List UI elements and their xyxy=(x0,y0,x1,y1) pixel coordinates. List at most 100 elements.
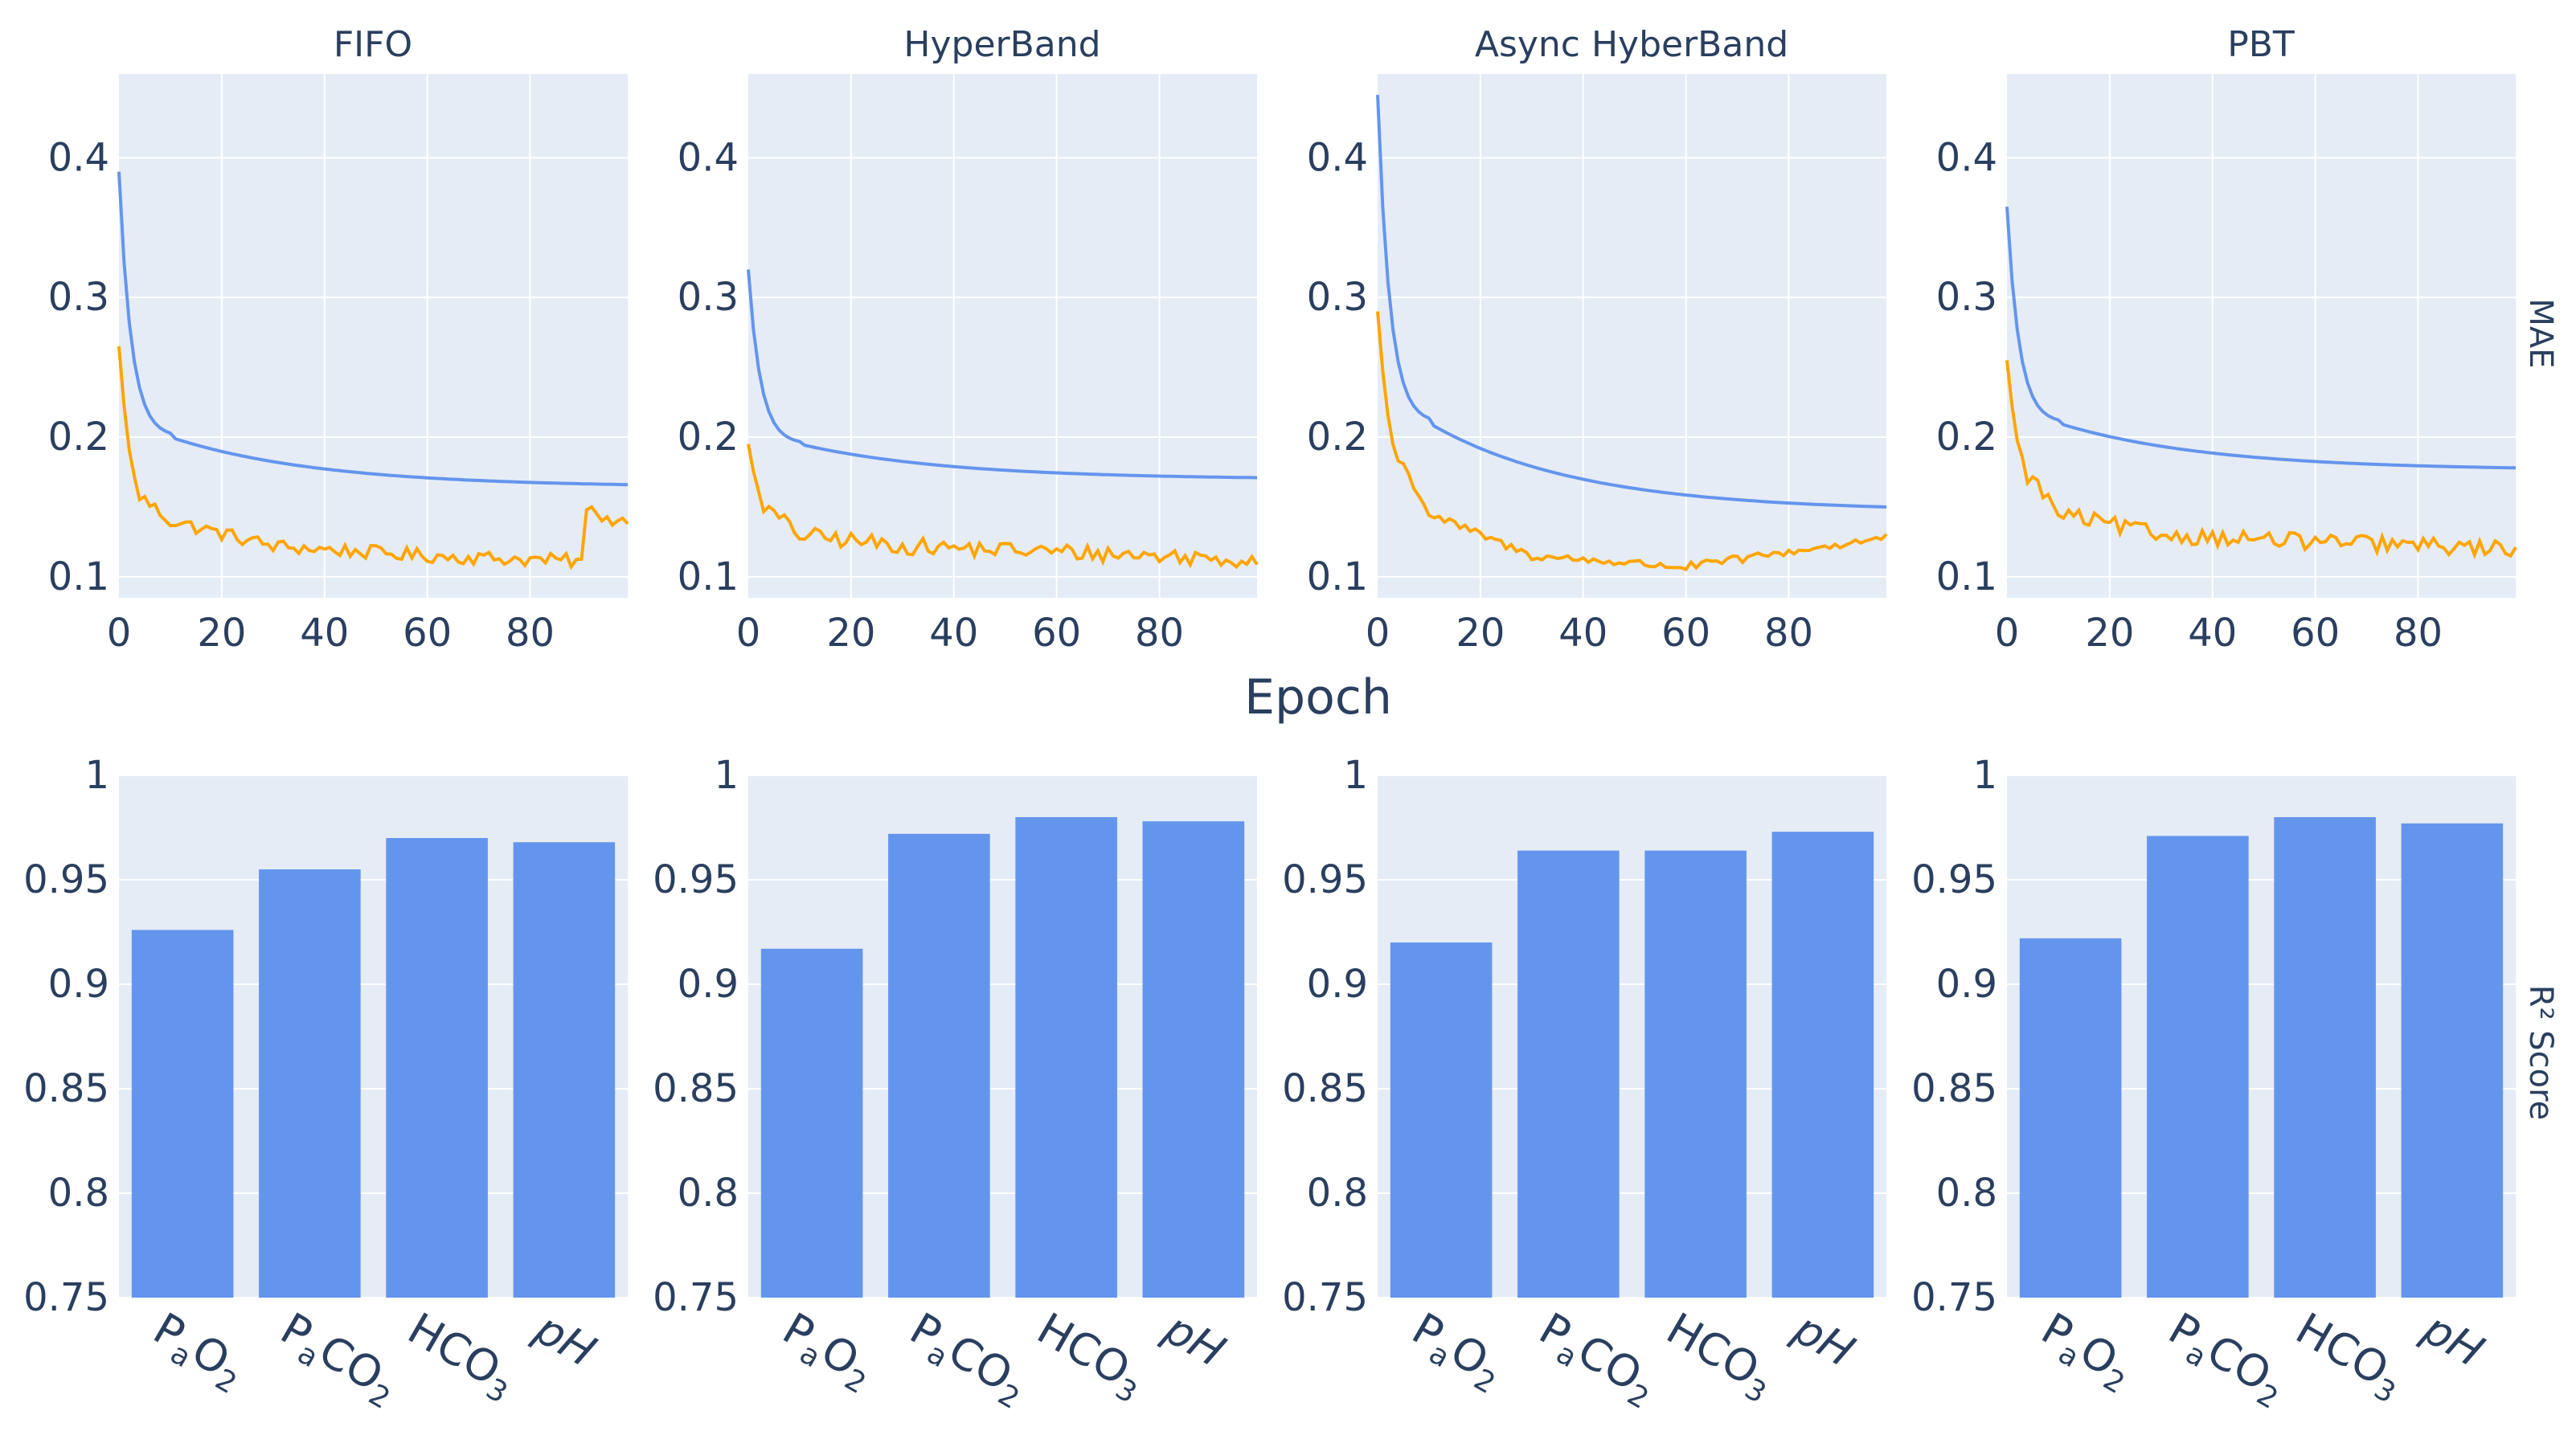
mae-x-tick-label: 40 xyxy=(300,611,349,656)
panel-2: 0 20 40 60 80 0.1 0.2 0.3 0.4 0.75 0.8 0.85 0.9 0.95 1… xyxy=(1282,74,1888,1416)
r2-y-tick-label: 0.95 xyxy=(1911,857,1997,902)
r2-y-tick-label: 0.75 xyxy=(23,1275,109,1320)
panel-1: 0 20 40 60 80 0.1 0.2 0.3 0.4 0.75 0.8 0.85 0.9 0.95 1… xyxy=(653,74,1259,1416)
r2-category-label: HCO3 xyxy=(396,1303,525,1410)
mae-y-tick-label: 0.3 xyxy=(48,275,109,320)
r2-y-tick-label: 0.8 xyxy=(1936,1171,1997,1216)
mae-x-tick-label: 80 xyxy=(1764,611,1813,656)
r2-category-label: PaO2 xyxy=(772,1303,883,1401)
r2-y-tick-label: 0.9 xyxy=(678,962,739,1007)
panel-title-2: Async HyberBand xyxy=(1475,24,1788,65)
mae-plot-area xyxy=(2007,74,2516,598)
r2-y-tick-label: 0.85 xyxy=(1911,1066,1997,1111)
r2-bar xyxy=(1517,850,1620,1298)
r2-bar xyxy=(1390,942,1493,1298)
mae-y-tick-label: 0.4 xyxy=(48,135,109,180)
mae-train-line xyxy=(747,269,1258,480)
mae-val-line xyxy=(2005,360,2517,560)
r2-category-label: HCO3 xyxy=(1655,1303,1784,1410)
r2-y-tick-label: 0.75 xyxy=(653,1275,739,1320)
r2-y-tick-label: 0.9 xyxy=(1936,962,1997,1007)
mae-x-tick-label: 80 xyxy=(1135,611,1184,656)
r2-y-tick-label: 1 xyxy=(1343,753,1368,798)
mae-x-tick-label: 60 xyxy=(2291,611,2340,656)
panel-title-0: FIFO xyxy=(334,24,412,65)
mae-y-tick-label: 0.2 xyxy=(48,415,109,460)
mae-y-tick-label: 0.4 xyxy=(1936,135,1997,180)
r2-y-tick-label: 0.9 xyxy=(1307,962,1368,1007)
mae-y-tick-label: 0.1 xyxy=(48,554,109,599)
r2-category-label: PaCO2 xyxy=(2157,1303,2295,1416)
r2-y-tick-label: 0.95 xyxy=(653,857,739,902)
r2-y-tick-label: 1 xyxy=(1972,753,1997,798)
mae-x-tick-label: 80 xyxy=(506,611,555,656)
r2-category-label: PaCO2 xyxy=(1528,1303,1666,1416)
mae-x-tick-label: 20 xyxy=(197,611,246,656)
mae-y-tick-label: 0.1 xyxy=(678,554,739,599)
mae-x-tick-label: 0 xyxy=(1995,611,2020,656)
mae-x-tick-label: 40 xyxy=(929,611,978,656)
mae-y-tick-label: 0.2 xyxy=(1936,415,1997,460)
r2-bar xyxy=(2019,938,2122,1298)
r2-category-label: pH xyxy=(1156,1302,1234,1377)
panel-title-3: PBT xyxy=(2227,24,2295,65)
r2-bar xyxy=(2147,836,2249,1298)
mae-val-line xyxy=(747,444,1259,570)
r2-bar xyxy=(888,833,990,1298)
r2-bar xyxy=(2274,817,2376,1298)
r2-y-tick-label: 0.8 xyxy=(48,1171,109,1216)
mae-x-tick-label: 0 xyxy=(1366,611,1390,656)
mae-x-tick-label: 20 xyxy=(826,611,875,656)
mae-y-tick-label: 0.2 xyxy=(1307,415,1368,460)
mae-val-line xyxy=(117,345,629,570)
mae-x-tick-label: 20 xyxy=(1456,611,1505,656)
r2-category-label: PaCO2 xyxy=(269,1303,407,1416)
panels-layer: 0 20 40 60 80 0.1 0.2 0.3 0.4 0.75 0.8 0.85 0.9 0.95 1… xyxy=(23,74,2517,1416)
mae-y-tick-label: 0.3 xyxy=(1307,275,1368,320)
r2-category-label: PaCO2 xyxy=(899,1303,1037,1416)
r2-bar xyxy=(2401,823,2504,1298)
row-title-r2: R² Score xyxy=(2522,985,2559,1121)
mae-train-line xyxy=(2005,206,2517,470)
x-axis-title: Epoch xyxy=(1244,669,1392,726)
mae-y-tick-label: 0.4 xyxy=(1307,135,1368,180)
mae-x-tick-label: 20 xyxy=(2085,611,2134,656)
mae-x-tick-label: 60 xyxy=(1032,611,1081,656)
r2-category-label: pH xyxy=(526,1302,604,1377)
mae-plot-area xyxy=(119,74,628,598)
panel-title-1: HyperBand xyxy=(903,24,1100,65)
mae-y-tick-label: 0.3 xyxy=(1936,275,1997,320)
mae-x-tick-label: 40 xyxy=(2188,611,2237,656)
r2-bar xyxy=(131,930,234,1298)
mae-y-tick-label: 0.2 xyxy=(678,415,739,460)
r2-y-tick-label: 0.95 xyxy=(23,857,109,902)
mae-y-tick-label: 0.1 xyxy=(1307,554,1368,599)
mae-x-tick-label: 80 xyxy=(2394,611,2443,656)
mae-y-tick-label: 0.3 xyxy=(678,275,739,320)
r2-y-tick-label: 1 xyxy=(84,753,109,798)
panel-0: 0 20 40 60 80 0.1 0.2 0.3 0.4 0.75 0.8 0.85 0.9 0.95 1… xyxy=(23,74,629,1416)
mae-y-tick-label: 0.1 xyxy=(1936,554,1997,599)
r2-y-tick-label: 0.85 xyxy=(23,1066,109,1111)
mae-x-tick-label: 60 xyxy=(403,611,452,656)
r2-bar xyxy=(513,842,616,1298)
r2-category-label: HCO3 xyxy=(2284,1303,2413,1410)
mae-y-tick-label: 0.4 xyxy=(678,135,739,180)
mae-x-tick-label: 40 xyxy=(1558,611,1607,656)
r2-bar xyxy=(386,838,488,1298)
r2-category-label: PaO2 xyxy=(2030,1303,2142,1401)
r2-y-tick-label: 0.75 xyxy=(1911,1275,1997,1320)
mae-val-line xyxy=(1376,311,1888,572)
r2-bar xyxy=(760,948,863,1298)
r2-category-label: PaO2 xyxy=(1401,1303,1513,1401)
r2-y-tick-label: 0.85 xyxy=(653,1066,739,1111)
row-title-mae: MAE xyxy=(2522,298,2559,368)
mae-plot-area xyxy=(1378,74,1886,598)
panel-3: 0 20 40 60 80 0.1 0.2 0.3 0.4 0.75 0.8 0.85 0.9 0.95 1… xyxy=(1911,74,2517,1416)
mae-train-line xyxy=(1376,95,1887,509)
mae-plot-area xyxy=(748,74,1257,598)
r2-category-label: PaO2 xyxy=(142,1303,254,1401)
r2-y-tick-label: 0.75 xyxy=(1282,1275,1368,1320)
r2-category-label: HCO3 xyxy=(1026,1303,1154,1410)
